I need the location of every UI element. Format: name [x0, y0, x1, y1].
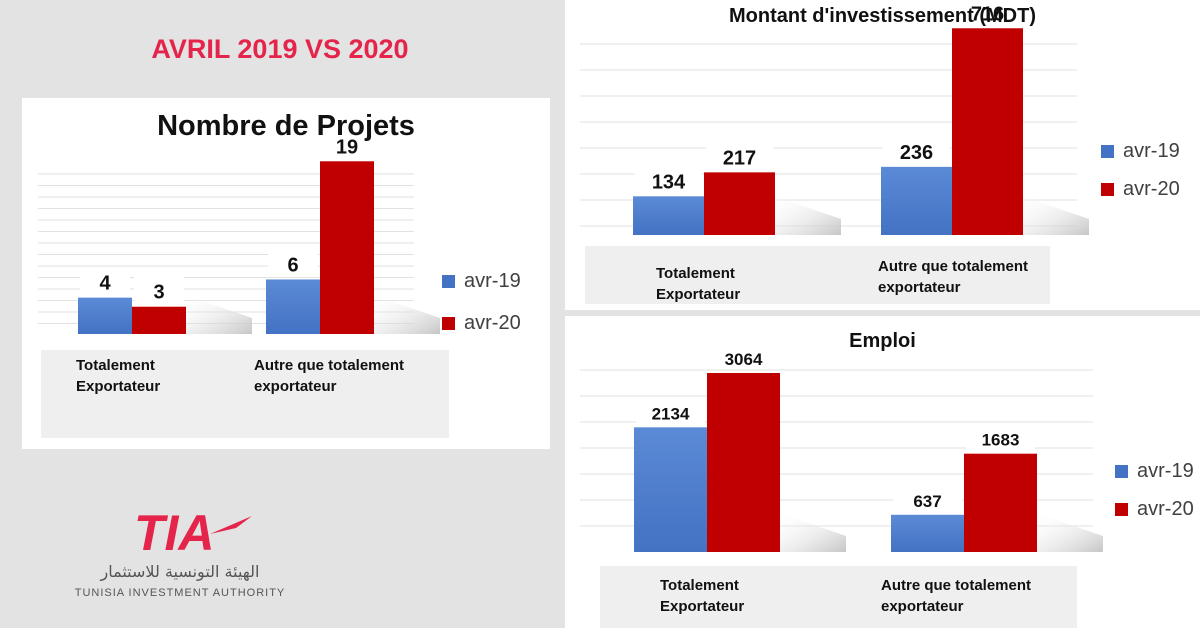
bar-avr-20: [707, 372, 780, 552]
value-label-plate: [322, 131, 372, 158]
bar-avr-19: [634, 427, 707, 552]
logo-swoosh: [210, 516, 252, 534]
chart-title: Emploi: [849, 330, 916, 352]
legend-item: avr-19: [1115, 452, 1194, 490]
legend-item: avr-20: [442, 302, 521, 344]
legend-item: avr-20: [1101, 170, 1180, 208]
category-label: Autre que totalement exportateur: [254, 357, 405, 395]
legend-swatch-avr-20: [442, 316, 455, 330]
value-label-plate: [709, 345, 778, 369]
chart-panel-investment: 134 217 236 716 Montant d'investissement (M…: [565, 0, 1200, 310]
page-headline: AVRIL 2019 VS 2020: [151, 34, 409, 64]
bar-avr-20: [132, 306, 186, 334]
bar-avr-20: [964, 453, 1037, 552]
chart-projects-svg: 4 3 6 19: [38, 131, 440, 334]
logo-wordmark: TIA: [134, 505, 215, 561]
category-axis-strip: [41, 350, 449, 438]
logo-arabic-name: الهيئة التونسية للاستثمار: [100, 562, 260, 581]
bar-shadow: [182, 294, 252, 334]
bar-shadow: [1019, 195, 1089, 235]
chart-title: Montant d'investissement (MDT): [729, 5, 1036, 27]
legend-label: avr-19: [464, 269, 521, 292]
data-label: 134: [652, 171, 686, 193]
chart-legend: avr-19 avr-20: [442, 260, 521, 344]
category-label: Totalement Exportateur: [660, 577, 745, 615]
data-label: 4: [99, 273, 111, 295]
category-label: Totalement Exportateur: [656, 265, 741, 303]
value-label-plate: [883, 136, 950, 163]
data-label: 6: [287, 254, 298, 276]
chart-employment-svg: 2134 3064 637 1683: [580, 345, 1103, 552]
tia-logo: TIA الهيئة التونسية للاستثمار TUNISIA IN…: [60, 498, 300, 608]
category-axis-strip: [600, 566, 1077, 628]
data-label: 2134: [652, 404, 690, 423]
legend-item: avr-19: [1101, 132, 1180, 170]
legend-item: avr-20: [1115, 490, 1194, 528]
value-label-plate: [706, 142, 773, 169]
data-label: 236: [900, 142, 933, 164]
data-label: 3064: [725, 350, 763, 369]
legend-label: avr-20: [1137, 497, 1194, 520]
legend-swatch-avr-20: [1101, 182, 1114, 196]
tia-logo-mark: TIA: [134, 505, 252, 561]
data-label: 3: [153, 282, 164, 304]
bar-avr-20: [320, 161, 374, 334]
category-label: Totalement Exportateur: [76, 357, 161, 395]
value-label-plate: [636, 400, 705, 424]
chart-panel-projects: 4 3 6 19 Nombre de Projets Totalement Expor…: [22, 98, 550, 449]
value-label-plate: [635, 166, 702, 193]
legend-label: avr-20: [464, 311, 521, 334]
category-axis-strip: [585, 246, 1050, 304]
value-label-plate: [966, 426, 1035, 450]
value-label-plate: [954, 0, 1021, 25]
legend-item: avr-19: [442, 260, 521, 302]
bar-shadow: [370, 294, 440, 334]
bar-shadow: [776, 512, 846, 552]
bar-shadow: [1033, 512, 1103, 552]
data-label: 716: [971, 3, 1004, 25]
chart-legend: avr-19 avr-20: [1115, 452, 1194, 528]
chart-title: Nombre de Projets: [157, 110, 415, 142]
legend-swatch-avr-20: [1115, 502, 1128, 516]
legend-swatch-avr-19: [1115, 464, 1128, 478]
category-label: Autre que totalement exportateur: [881, 577, 1032, 615]
value-label-plate: [134, 276, 184, 303]
legend-swatch-avr-19: [1101, 144, 1114, 158]
bar-avr-19: [266, 279, 320, 334]
chart-investment-svg: 134 217 236 716: [580, 0, 1089, 235]
data-label: 637: [913, 492, 941, 511]
data-label: 1683: [982, 431, 1020, 450]
legend-label: avr-19: [1123, 139, 1180, 162]
bar-avr-20: [952, 28, 1023, 235]
value-label-plate: [893, 487, 962, 511]
bar-avr-19: [881, 166, 952, 235]
chart-panel-employment: 2134 3064 637 1683 Emploi Totalement Export…: [565, 316, 1200, 628]
logo-english-name: TUNISIA INVESTMENT AUTHORITY: [74, 587, 286, 599]
data-label: 19: [336, 136, 358, 158]
bar-avr-20: [704, 172, 775, 235]
bar-shadow: [771, 195, 841, 235]
legend-label: avr-19: [1137, 459, 1194, 482]
data-label: 217: [723, 147, 756, 169]
bar-avr-19: [891, 514, 964, 552]
legend-swatch-avr-19: [442, 274, 455, 288]
value-label-plate: [268, 249, 318, 276]
value-label-plate: [80, 267, 130, 294]
chart-legend: avr-19 avr-20: [1101, 132, 1180, 208]
category-label: Autre que totalement exportateur: [878, 258, 1029, 296]
bar-avr-19: [633, 196, 704, 235]
bar-avr-19: [78, 297, 132, 334]
legend-label: avr-20: [1123, 177, 1180, 200]
